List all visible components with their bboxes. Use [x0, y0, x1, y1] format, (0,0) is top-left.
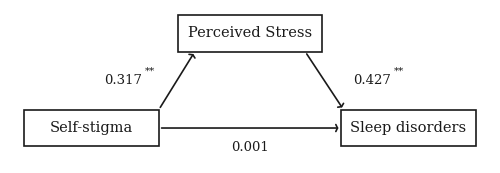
- FancyBboxPatch shape: [341, 110, 475, 146]
- Text: **: **: [144, 67, 154, 76]
- Text: 0.001: 0.001: [231, 142, 269, 154]
- Text: Sleep disorders: Sleep disorders: [350, 121, 467, 135]
- FancyBboxPatch shape: [24, 110, 159, 146]
- Text: **: **: [394, 67, 404, 76]
- Text: Self-stigma: Self-stigma: [50, 121, 133, 135]
- Text: Perceived Stress: Perceived Stress: [188, 26, 312, 40]
- FancyBboxPatch shape: [178, 15, 322, 52]
- Text: 0.427: 0.427: [354, 74, 392, 87]
- Text: 0.317: 0.317: [104, 74, 142, 87]
